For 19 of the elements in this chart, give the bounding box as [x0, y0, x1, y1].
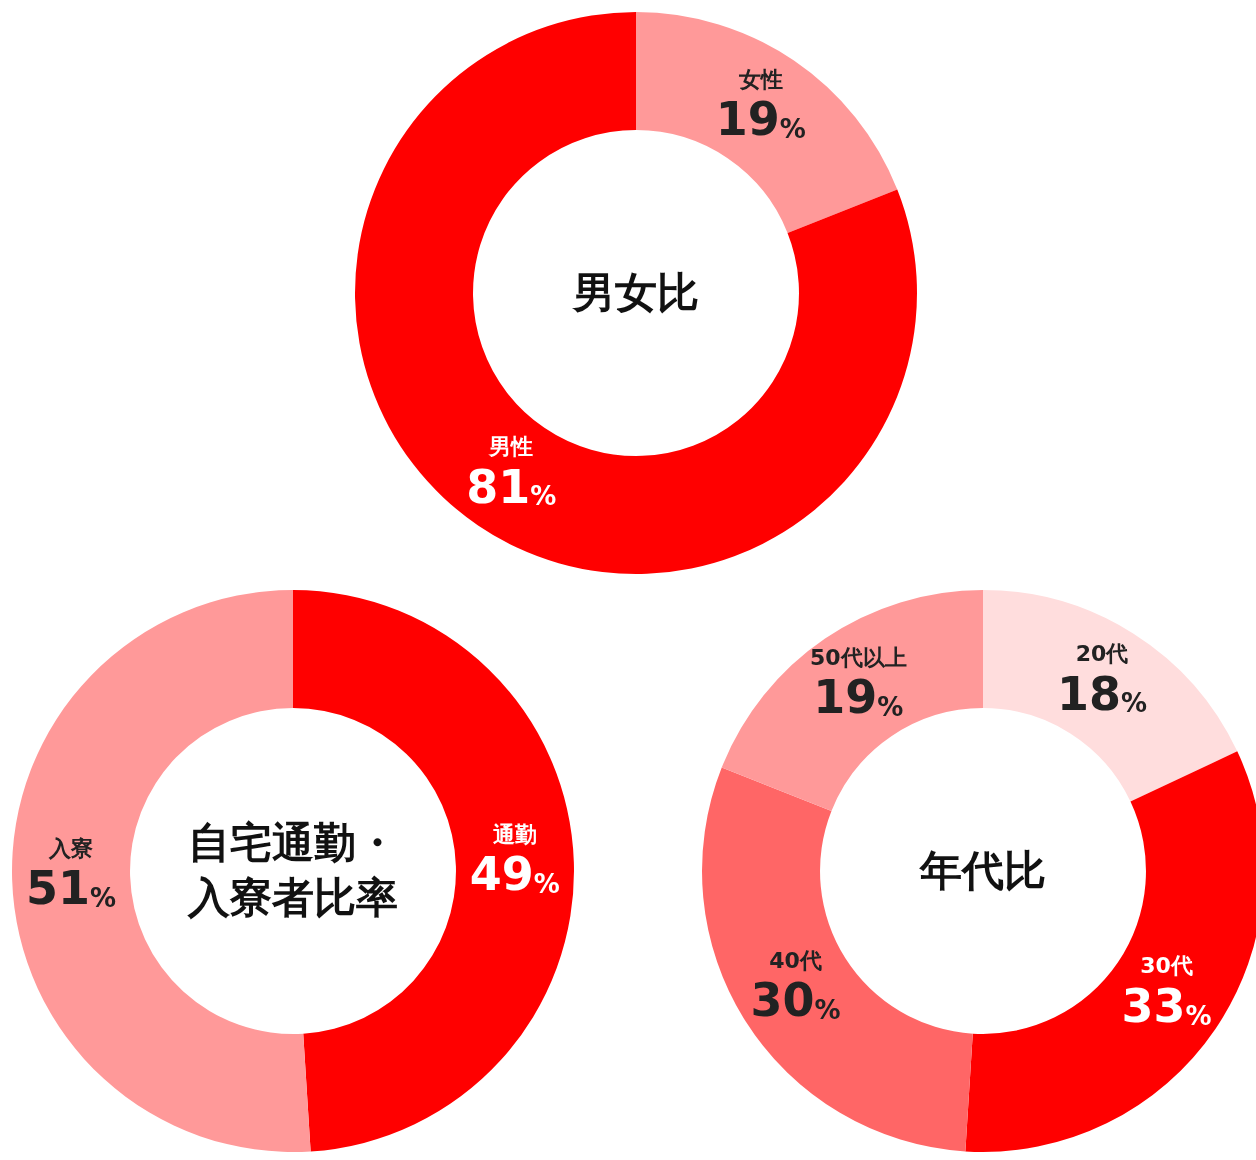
slice-label: 女性: [737, 67, 783, 93]
data-label: 81%: [466, 459, 557, 514]
slice-label: 通勤: [491, 821, 537, 847]
slice-label: 男性: [488, 434, 534, 460]
text: 男女比: [573, 267, 699, 317]
data-label: 19%: [715, 92, 806, 147]
slice-label: 入寮: [48, 835, 94, 861]
data-label: 49%: [469, 846, 560, 901]
data-label: 30%: [750, 972, 841, 1027]
text: 年代比: [920, 845, 1046, 895]
data-label: 18%: [1056, 666, 1147, 721]
slice-label: 50代以上: [809, 645, 907, 671]
text: 自宅通勤・入寮者比率: [186, 817, 399, 924]
data-label: 51%: [26, 860, 117, 915]
slice-label: 20代: [1075, 641, 1129, 667]
slice-label: 30代: [1140, 953, 1193, 979]
data-label: 33%: [1121, 978, 1212, 1033]
data-label: 19%: [813, 670, 904, 725]
slice-label: 40代: [769, 947, 822, 973]
